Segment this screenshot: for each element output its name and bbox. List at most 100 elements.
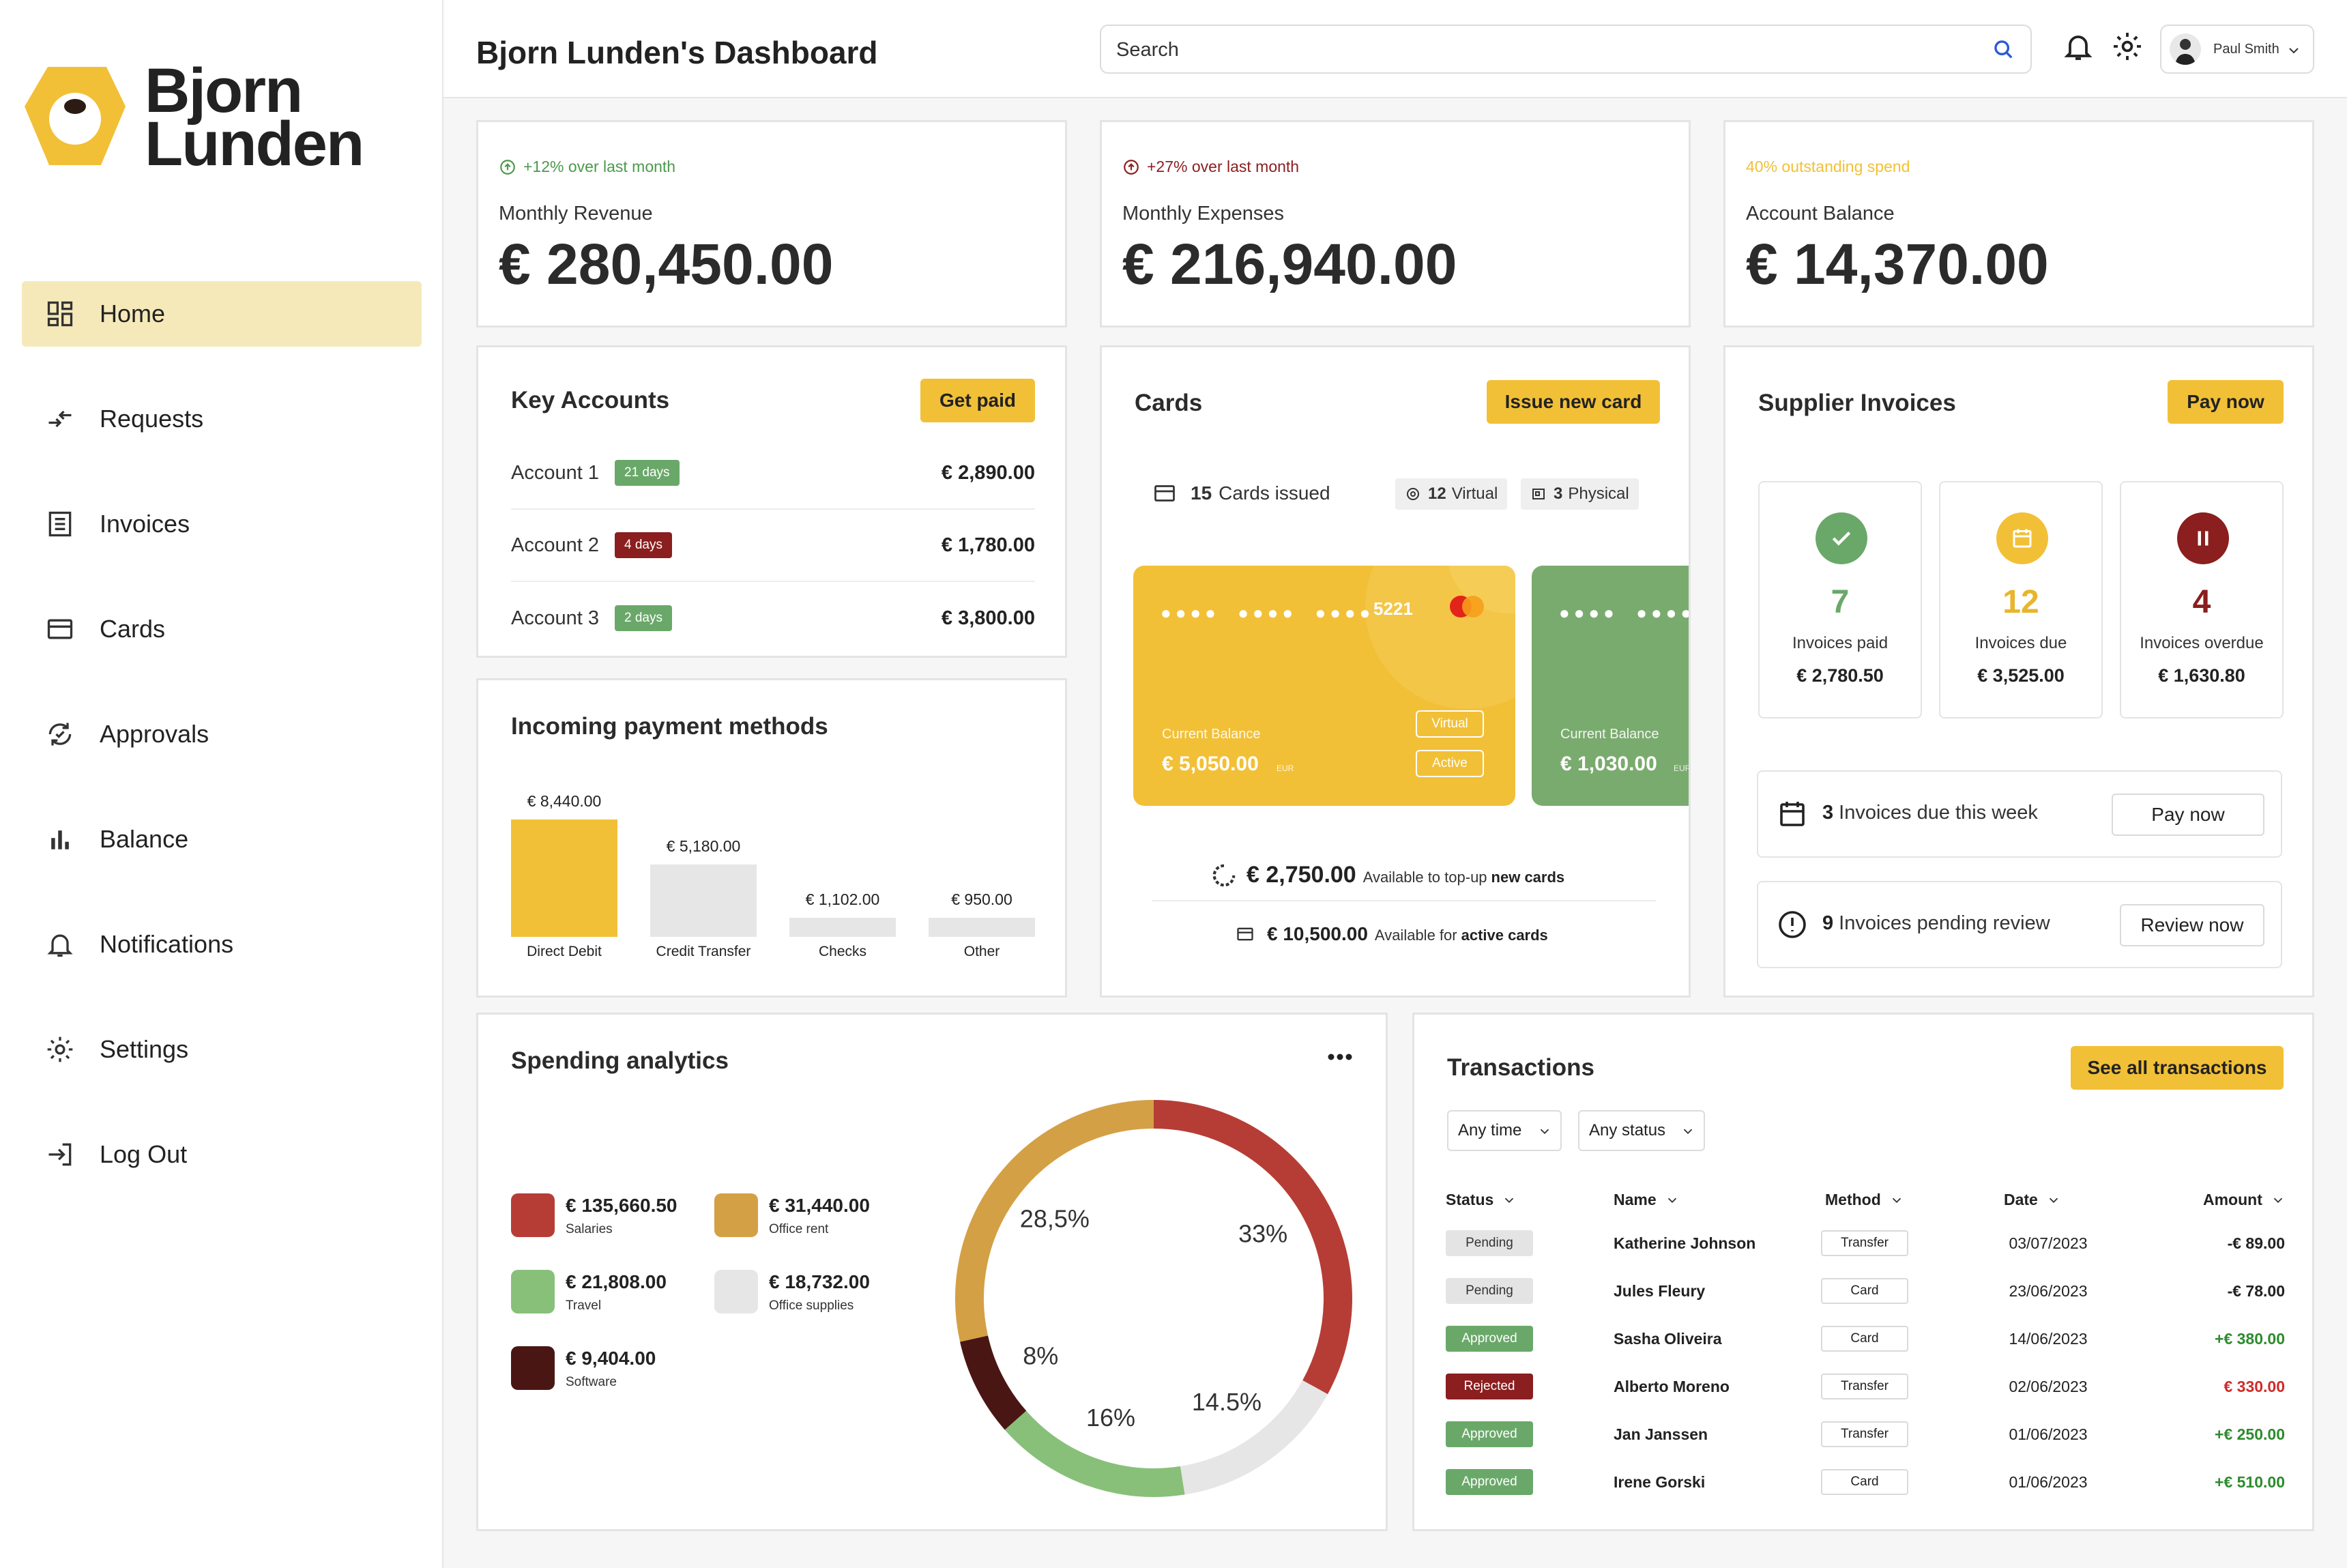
search-input[interactable] [1116,35,1935,64]
physical-count-chip: 3 Physical [1521,478,1639,510]
invoices-overdue-box[interactable]: 4 Invoices overdue € 1,630.80 [2120,481,2284,718]
column-header-amount[interactable]: Amount [2203,1191,2286,1209]
method-badge: Transfer [1821,1421,1908,1447]
more-options-icon[interactable] [1327,1053,1353,1061]
status-filter-select[interactable]: Any status [1578,1110,1705,1151]
transaction-name: Katherine Johnson [1614,1234,1756,1252]
table-row[interactable]: Approved Irene Gorski Card 01/06/2023 +€ 510… [1414,1469,2316,1496]
legend-swatch [714,1193,758,1237]
list-item[interactable]: Account 1 21 days € 2,890.00 [511,437,1035,510]
stat-label: Monthly Expenses [1122,203,1284,224]
gear-icon[interactable] [2111,30,2144,63]
credit-card-virtual[interactable]: ●●●● ●●●● ●●●● 5221 Current Balance € 5,… [1133,566,1515,806]
active-strong: active cards [1461,927,1548,944]
bell-icon[interactable] [2062,30,2095,63]
transaction-date: 14/06/2023 [2009,1330,2088,1348]
invoices-due-box[interactable]: 12 Invoices due € 3,525.00 [1939,481,2103,718]
issue-new-card-button[interactable]: Issue new card [1487,380,1660,424]
table-row[interactable]: Rejected Alberto Moreno Transfer 02/06/2023… [1414,1374,2316,1401]
transaction-date: 02/06/2023 [2009,1378,2088,1395]
stat-value: € 280,450.00 [499,232,834,296]
topup-summary: € 2,750.00 Available to top-up new cards [1211,862,1564,888]
topup-text: Available to top-up [1362,869,1487,886]
transaction-name: Jan Janssen [1614,1425,1708,1443]
get-paid-button[interactable]: Get paid [920,379,1035,422]
chevron-down-icon [1505,1197,1514,1203]
due-text: 3 Invoices due this week [1822,802,2038,824]
invoice-label: Invoices overdue [2140,634,2264,652]
transaction-amount: +€ 380.00 [2215,1330,2285,1348]
bar-value-label: € 8,440.00 [527,792,602,810]
sidebar-item-approvals[interactable]: Approvals [22,701,422,767]
sidebar-item-requests[interactable]: Requests [22,386,422,452]
sidebar-item-balance[interactable]: Balance [22,807,422,872]
trend-indicator: 40% outstanding spend [1746,158,1910,176]
donut-slice [955,1100,1154,1342]
bar-chart-icon [51,830,69,850]
card-title: Supplier Invoices [1758,390,1956,416]
sidebar-item-logout[interactable]: Log Out [22,1122,422,1187]
table-row[interactable]: Approved Jan Janssen Transfer 01/06/2023 +€ … [1414,1421,2316,1449]
account-amount: € 3,800.00 [941,607,1035,629]
pay-now-button[interactable]: Pay now [2168,380,2284,424]
status-badge: Rejected [1446,1374,1533,1399]
time-filter-select[interactable]: Any time [1447,1110,1562,1151]
bar-category-label: Checks [818,944,867,959]
active-text: Available for [1374,927,1457,944]
virtual-label: Virtual [1451,484,1498,503]
days-badge: 4 days [615,532,672,558]
sidebar-item-home[interactable]: Home [22,281,422,347]
transaction-date: 01/06/2023 [2009,1473,2088,1491]
check-icon [1816,512,1867,564]
virtual-count: 12 [1428,484,1446,503]
invoices-due-row: 3 Invoices due this week Pay now [1757,770,2282,858]
credit-card-icon [1154,485,1175,502]
card-balance: € 5,050.00 [1162,753,1259,775]
topup-amount: € 2,750.00 [1247,862,1356,888]
search-icon[interactable] [1992,38,2015,61]
slice-percentage-label: 8% [1023,1341,1058,1369]
list-item[interactable]: Account 3 2 days € 3,800.00 [511,582,1035,654]
chevron-down-icon [2049,1197,2058,1203]
transaction-amount: -€ 78.00 [2227,1282,2285,1300]
chart-bar [929,918,1035,937]
sidebar-nav: Home Requests Invoices Cards Approvals B… [22,281,422,1227]
column-header-method[interactable]: Method [1825,1191,1904,1209]
legend-amount: € 31,440.00 [769,1195,870,1216]
sidebar-item-invoices[interactable]: Invoices [22,491,422,557]
table-row[interactable]: Pending Jules Fleury Card 23/06/2023 -€ 78.0… [1414,1278,2316,1305]
invoice-amount: € 1,630.80 [2158,665,2245,686]
card-title: Key Accounts [511,387,670,413]
invoice-label: Invoices paid [1792,634,1889,652]
credit-card-secondary[interactable]: ●●●● ●●●● Current Balance € 1,030.00 EUR [1532,566,1689,806]
user-menu[interactable]: Paul Smith [2160,25,2314,74]
table-row[interactable]: Approved Sasha Oliveira Card 14/06/2023 +€ 3… [1414,1326,2316,1353]
table-row[interactable]: Pending Katherine Johnson Transfer 03/07/20… [1414,1230,2316,1258]
sidebar-item-settings[interactable]: Settings [22,1017,422,1082]
legend-item: € 18,732.00 Office supplies [714,1270,870,1313]
pay-now-button[interactable]: Pay now [2112,794,2264,836]
bell-icon [47,934,73,957]
supplier-invoices-card: Supplier Invoices Pay now 7 Invoices pai… [1723,345,2314,998]
bar-value-label: € 5,180.00 [666,837,741,855]
top-header: Bjorn Lunden's Dashboard Paul Smith [443,0,2347,98]
card-currency: EUR [1277,764,1294,773]
card-last4: 5221 [1373,598,1413,619]
see-all-transactions-button[interactable]: See all transactions [2071,1046,2284,1090]
list-item[interactable]: Account 2 4 days € 1,780.00 [511,510,1035,582]
sidebar-item-cards[interactable]: Cards [22,596,422,662]
column-header-status[interactable]: Status [1446,1191,1517,1209]
invoices-paid-box[interactable]: 7 Invoices paid € 2,780.50 [1758,481,1922,718]
gear-icon [47,1036,73,1062]
legend-item: € 31,440.00 Office rent [714,1193,870,1237]
review-now-button[interactable]: Review now [2120,904,2264,946]
brand-logo[interactable]: Bjorn Lunden [20,59,364,175]
trend-up-icon [500,159,515,175]
column-header-date[interactable]: Date [2004,1191,2061,1209]
pause-icon [2177,512,2229,564]
column-header-name[interactable]: Name [1614,1191,1680,1209]
sidebar-item-notifications[interactable]: Notifications [22,912,422,977]
transaction-date: 23/06/2023 [2009,1282,2088,1300]
search-bar[interactable] [1100,25,2032,74]
due-label: Invoices due this week [1839,802,2038,824]
